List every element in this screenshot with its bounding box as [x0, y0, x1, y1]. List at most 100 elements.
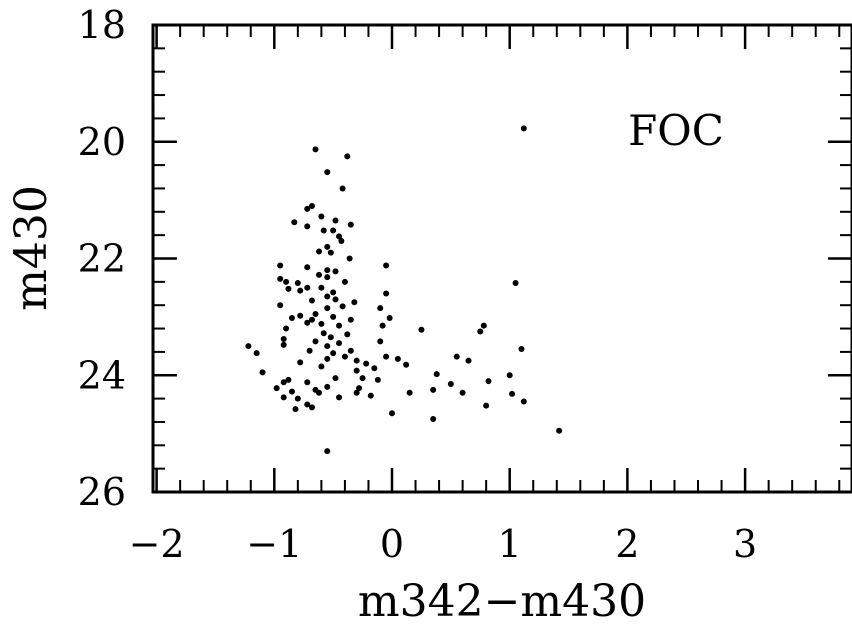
data-point [324, 243, 331, 250]
data-point [324, 293, 331, 300]
data-point [332, 217, 339, 224]
data-point [341, 278, 348, 285]
data-point [318, 284, 325, 291]
data-point [389, 410, 395, 417]
y-tick-label: 20 [78, 120, 126, 164]
foc-annotation: FOC [628, 106, 724, 155]
data-point [377, 338, 384, 345]
data-point [280, 341, 287, 348]
data-point [347, 221, 354, 228]
data-point [280, 379, 287, 386]
data-point [277, 262, 284, 269]
data-point [304, 205, 311, 212]
x-axis-title: m342−m430 [358, 576, 646, 626]
data-point [332, 296, 339, 303]
data-point [330, 289, 337, 296]
data-point [245, 343, 252, 350]
data-point [308, 202, 315, 209]
data-point [327, 249, 334, 256]
data-point [403, 361, 410, 368]
data-point [253, 350, 260, 357]
data-point [283, 325, 290, 332]
data-point [312, 310, 319, 317]
y-axis-title: m430 [6, 185, 57, 311]
data-point [324, 343, 331, 350]
data-point [324, 383, 331, 390]
data-point [459, 389, 466, 396]
data-point [379, 322, 386, 329]
data-point [318, 213, 325, 220]
data-point [341, 353, 348, 360]
x-tick-label: 1 [498, 522, 522, 566]
data-point [386, 315, 393, 322]
data-point [312, 146, 319, 153]
data-point [394, 355, 401, 362]
data-point [320, 330, 327, 337]
data-point [327, 334, 334, 341]
data-point [324, 169, 331, 176]
data-point [288, 315, 295, 322]
data-point [330, 313, 337, 320]
data-point [363, 360, 370, 367]
data-points [245, 125, 563, 455]
data-point [304, 284, 311, 291]
data-point [304, 401, 311, 408]
data-point [283, 278, 290, 285]
data-point [297, 359, 304, 366]
data-point [483, 402, 490, 409]
data-point [339, 303, 346, 310]
data-point [374, 376, 381, 383]
data-point [353, 367, 360, 374]
data-point [297, 312, 304, 319]
data-point [509, 390, 516, 397]
data-point [512, 280, 519, 287]
data-point [304, 379, 311, 386]
data-point [297, 287, 304, 294]
y-tick-label: 18 [78, 3, 126, 47]
data-point [285, 285, 292, 292]
data-point [356, 385, 363, 392]
data-point [506, 372, 513, 379]
data-point [351, 299, 358, 306]
data-point [418, 326, 425, 333]
data-point [338, 237, 345, 244]
data-point [520, 125, 527, 132]
data-point [485, 378, 492, 385]
data-point [320, 227, 327, 234]
x-tick-labels: −2 −1 0 1 2 3 [129, 522, 758, 566]
data-point [359, 375, 366, 382]
data-point [336, 322, 343, 329]
data-point [285, 376, 292, 383]
data-point [353, 389, 360, 396]
data-point [367, 392, 374, 399]
data-point [308, 297, 315, 304]
data-point [277, 275, 284, 282]
data-point [324, 448, 331, 455]
data-point [324, 355, 331, 362]
data-point [324, 274, 331, 281]
data-point [304, 319, 311, 326]
data-point [556, 427, 563, 434]
data-point [330, 350, 337, 357]
data-point [371, 365, 378, 372]
data-point [318, 363, 325, 370]
data-point [280, 336, 287, 343]
data-point [430, 416, 437, 423]
data-point [259, 369, 266, 376]
data-point [347, 316, 354, 323]
major-ticks [153, 25, 852, 492]
y-tick-label: 24 [78, 353, 126, 397]
data-point [291, 219, 298, 226]
data-point [406, 389, 413, 396]
data-point [433, 371, 440, 378]
data-point [344, 153, 351, 160]
data-point [346, 255, 353, 262]
data-point [316, 271, 323, 278]
data-point [430, 386, 437, 393]
data-point [383, 262, 390, 269]
data-point [294, 280, 301, 287]
y-tick-labels: 18 20 22 24 26 [78, 3, 126, 514]
data-point [306, 347, 313, 354]
y-tick-label: 22 [78, 237, 126, 281]
data-point [304, 264, 311, 271]
